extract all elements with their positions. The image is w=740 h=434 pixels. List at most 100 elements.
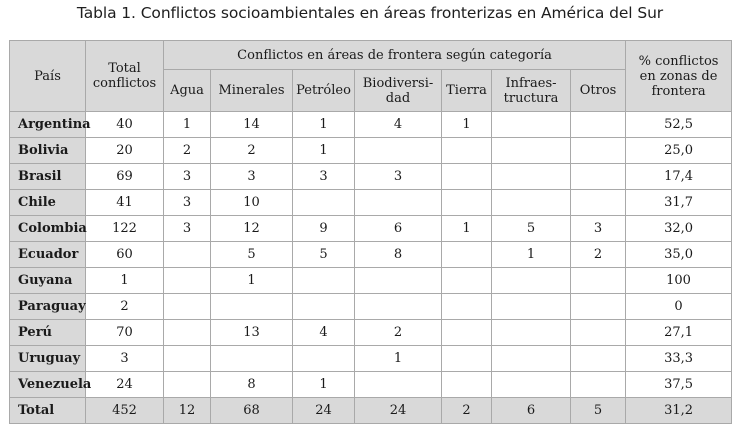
cell-pct: 27,1 [625,319,733,346]
cell-pct: 52,5 [625,111,733,138]
header-category-label: Minerales [218,83,285,98]
cell-minerales: 8 [210,371,293,398]
header-category-group: Conflictos en áreas de frontera según ca… [162,40,627,70]
cell-biodiversidad [354,293,442,320]
header-category-label: Agua [170,83,204,98]
cell-infraestructura: 1 [491,241,571,268]
cell-country: Total [9,397,86,424]
cell-petroleo: 9 [292,215,355,242]
table-row: Perú 70 13 4 2 27,1 [9,319,733,346]
cell-agua: 3 [163,189,211,216]
cell-agua [163,267,211,294]
cell-petroleo: 1 [292,111,355,138]
cell-otros: 2 [569,241,627,268]
header-category-label: Tierra [446,83,487,98]
cell-pct: 0 [625,293,733,320]
cell-petroleo [292,345,355,372]
cell-country: Ecuador [9,241,86,268]
cell-country: Brasil [9,163,86,190]
cell-country: Chile [9,189,86,216]
cell-country: Bolivia [9,137,86,164]
cell-otros [569,163,627,190]
cell-country: Argentina [9,111,91,138]
cell-pct: 33,3 [625,345,733,372]
header-percent-line3: frontera [651,83,706,99]
cell-pct: 17,4 [625,163,733,190]
header-total-conflictos: Total conflictos [85,40,164,112]
cell-biodiversidad [354,267,442,294]
cell-infraestructura: 6 [491,397,571,424]
cell-biodiversidad: 24 [354,397,442,424]
header-category-otros: Otros [569,69,627,112]
table-row: Venezuela 24 8 1 37,5 [9,371,733,398]
cell-total: 24 [85,371,164,398]
cell-total: 452 [85,397,164,424]
cell-tierra [441,345,492,372]
cell-total: 122 [85,215,164,242]
cell-infraestructura [491,137,571,164]
cell-total: 20 [85,137,164,164]
cell-agua [163,319,211,346]
table-total-row: Total 452 12 68 24 24 2 6 5 31,2 [9,397,733,424]
header-category-tierra: Tierra [441,69,492,112]
table-row: Argentina 40 1 14 1 4 1 52,5 [9,111,733,138]
header-category-petroleo: Petróleo [292,69,355,112]
table-row: Colombia 122 3 12 9 6 1 5 3 32,0 [9,215,733,242]
cell-biodiversidad: 6 [354,215,442,242]
cell-otros: 3 [569,215,627,242]
table-row: Uruguay 3 1 33,3 [9,345,733,372]
cell-minerales: 2 [210,137,293,164]
cell-tierra [441,163,492,190]
cell-minerales [210,345,293,372]
cell-agua: 3 [163,215,211,242]
table-row: Chile 41 3 10 31,7 [9,189,733,216]
cell-total: 3 [85,345,164,372]
cell-otros [569,137,627,164]
cell-tierra: 1 [441,111,492,138]
cell-minerales: 1 [210,267,293,294]
cell-minerales: 14 [210,111,293,138]
header-category-label: Otros [579,83,617,98]
cell-biodiversidad: 4 [354,111,442,138]
cell-pct: 31,7 [625,189,733,216]
cell-biodiversidad [354,137,442,164]
cell-tierra [441,137,492,164]
cell-agua [163,345,211,372]
cell-infraestructura: 5 [491,215,571,242]
cell-otros [569,371,627,398]
cell-country: Perú [9,319,86,346]
cell-tierra: 1 [441,215,492,242]
header-percent-line2: en zonas de [639,68,718,84]
cell-total: 40 [85,111,164,138]
header-total-line1: Total [108,61,141,76]
cell-infraestructura [491,319,571,346]
cell-total: 60 [85,241,164,268]
cell-otros [569,189,627,216]
header-category-label: Infraes- [505,75,557,91]
cell-infraestructura [491,189,571,216]
cell-tierra [441,293,492,320]
cell-agua: 2 [163,137,211,164]
cell-country: Uruguay [9,345,86,372]
cell-petroleo: 4 [292,319,355,346]
cell-otros [569,267,627,294]
header-category-minerales: Minerales [210,69,293,112]
cell-infraestructura [491,345,571,372]
cell-pct: 100 [625,267,733,294]
cell-country: Guyana [9,267,86,294]
header-category-biodiversidad: Biodiversi-dad [354,69,442,112]
header-category-agua: Agua [163,69,211,112]
cell-petroleo: 5 [292,241,355,268]
cell-agua: 3 [163,163,211,190]
cell-otros: 5 [569,397,627,424]
cell-total: 2 [85,293,164,320]
cell-total: 1 [85,267,164,294]
cell-tierra: 2 [441,397,492,424]
cell-infraestructura [491,371,571,398]
header-category-label: tructura [503,90,559,106]
cell-petroleo [292,189,355,216]
cell-pct: 32,0 [625,215,733,242]
cell-tierra [441,189,492,216]
header-category-label: dad [385,90,411,106]
header-category-label: Biodiversi- [362,75,434,91]
